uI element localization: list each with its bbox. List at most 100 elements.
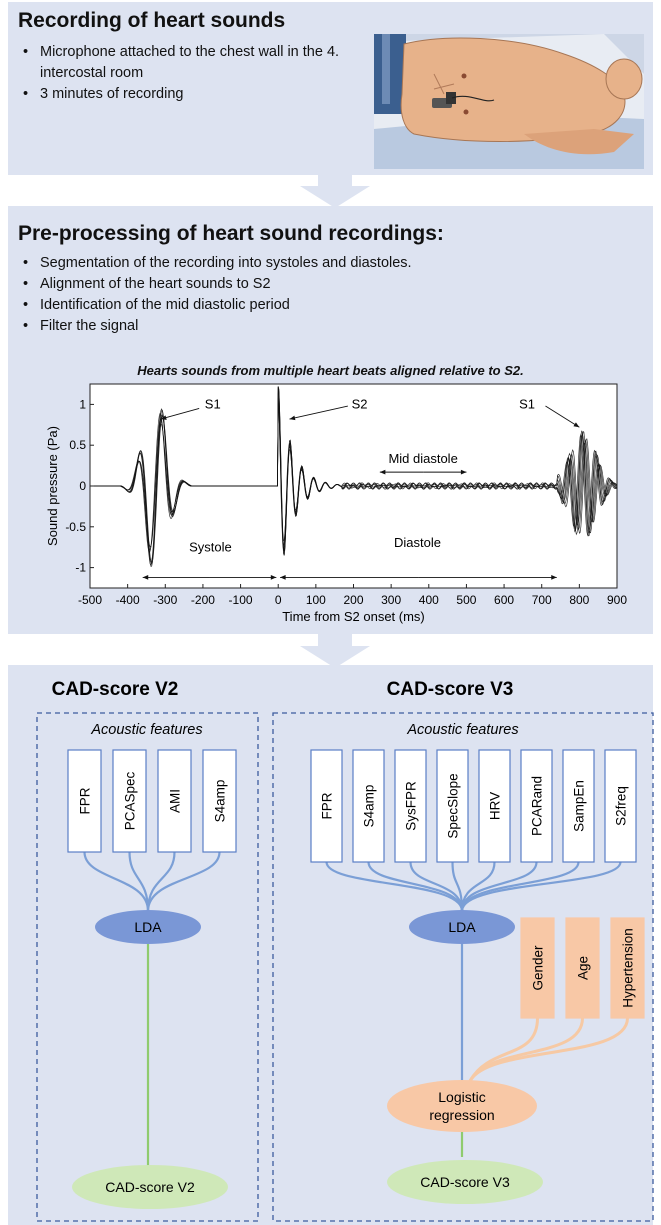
v2-feature-label: S4amp <box>213 780 228 823</box>
v3-feature-label: S2freq <box>614 786 629 826</box>
preprocessing-title: Pre-processing of heart sound recordings… <box>18 222 444 245</box>
logistic-regression-node <box>387 1080 537 1132</box>
y-axis-label: Sound pressure (Pa) <box>45 426 60 546</box>
v2-lda-label: LDA <box>134 919 162 935</box>
clinical-connector <box>468 1017 629 1082</box>
x-tick-label: 400 <box>419 593 439 607</box>
v2-title: CAD-score V2 <box>52 679 179 700</box>
clinical-feature-box <box>610 917 645 1019</box>
y-tick-label: 1 <box>79 397 86 411</box>
v3-feature-label: S4amp <box>362 785 377 828</box>
v3-features-label: Acoustic features <box>406 722 518 738</box>
mid-diastole-arrow-head <box>379 469 386 475</box>
x-tick-label: -300 <box>153 593 177 607</box>
v2-output-node <box>72 1165 228 1209</box>
v2-features-label: Acoustic features <box>90 722 202 738</box>
v3-feature-box <box>520 749 553 863</box>
systole-arrow-head <box>270 575 277 580</box>
clinical-feature-box <box>520 917 555 1019</box>
x-tick-label: 300 <box>381 593 401 607</box>
v3-feature-box <box>562 749 595 863</box>
v3-feature-label: FPR <box>320 792 335 819</box>
v2-connector <box>146 851 176 912</box>
chart-title: Hearts sounds from multiple heart beats … <box>137 363 524 378</box>
y-tick-label: 0.5 <box>69 438 86 452</box>
v3-feature-box <box>310 749 343 863</box>
systole-label: Systole <box>189 539 232 554</box>
v2-feature-box <box>202 749 237 853</box>
v2-connector <box>128 851 150 912</box>
v3-feature-box <box>478 749 511 863</box>
s1-left-label: S1 <box>205 396 221 411</box>
v3-output-label: CAD-score V3 <box>420 1174 510 1190</box>
clinical-feature-label: Hypertension <box>621 928 636 1008</box>
v3-output-node <box>387 1160 543 1204</box>
preprocessing-bullet: Segmentation of the recording into systo… <box>18 253 638 274</box>
v3-connector <box>325 861 464 912</box>
y-tick-label: -1 <box>75 561 86 575</box>
v2-feature-label: PCASpec <box>123 771 138 830</box>
v3-connector <box>460 861 622 912</box>
v2-output-label: CAD-score V2 <box>105 1179 195 1195</box>
recording-bullet: Microphone attached to the chest wall in… <box>18 42 368 84</box>
clinical-feature-label: Gender <box>531 945 546 991</box>
s1-right-arrow <box>545 405 580 428</box>
recording-bullets: Microphone attached to the chest wall in… <box>18 42 368 105</box>
x-tick-label: -100 <box>229 593 253 607</box>
v3-feature-label: SpecSlope <box>446 773 461 838</box>
v3-lda-label: LDA <box>448 919 476 935</box>
v3-feature-box <box>352 749 385 863</box>
flow-arrow-icon <box>300 172 370 208</box>
diastole-label: Diastole <box>394 535 441 550</box>
cad-score-flowchart: CAD-score V2 CAD-score V3 Acoustic featu… <box>36 679 654 1222</box>
v3-feature-label: SysFPR <box>404 781 419 831</box>
preprocessing-bullet: Alignment of the heart sounds to S2 <box>18 274 638 295</box>
v2-feature-box <box>67 749 102 853</box>
clinical-connectors <box>468 1017 629 1082</box>
heart-sound-chart: -500 -400 -300 -200 -100 0 100 200 300 400 500 600 7… <box>45 383 627 624</box>
v2-feature-label: FPR <box>78 787 93 814</box>
x-tick-label: 900 <box>607 593 627 607</box>
clinical-feature-box <box>565 917 600 1019</box>
clinical-feature-label: Age <box>576 956 591 980</box>
s1-left-arrow <box>160 408 200 420</box>
s2-arrow-head <box>289 415 296 421</box>
y-tick-label: 0 <box>79 479 86 493</box>
s2-label: S2 <box>352 396 368 411</box>
x-tick-label: -400 <box>116 593 140 607</box>
v2-feature-connectors <box>83 851 221 912</box>
flow-arrow-icon <box>300 632 370 668</box>
x-tick-label: 800 <box>569 593 589 607</box>
preprocessing-bullets: Segmentation of the recording into systo… <box>18 253 638 337</box>
v2-dashed-box <box>36 712 259 1222</box>
x-axis-label: Time from S2 onset (ms) <box>282 609 425 624</box>
x-tick-label: -500 <box>78 593 102 607</box>
v2-feature-box <box>157 749 192 853</box>
v3-connector <box>367 861 464 912</box>
x-tick-label: -200 <box>191 593 215 607</box>
s1-left-arrow-head <box>160 415 167 420</box>
regression-label-line1: Logistic <box>438 1089 485 1105</box>
systole-arrow-head <box>142 575 149 580</box>
x-tick-label: 600 <box>494 593 514 607</box>
v3-lda-node <box>409 910 515 944</box>
x-tick-label: 200 <box>343 593 363 607</box>
patient-illustration <box>374 34 644 169</box>
diastole-arrow-head <box>280 575 286 580</box>
v3-feature-label: HRV <box>488 792 503 820</box>
v3-title: CAD-score V3 <box>387 679 514 700</box>
v3-connector <box>409 861 464 912</box>
y-tick-label: -0.5 <box>65 520 86 534</box>
x-tick-label: 0 <box>275 593 282 607</box>
x-tick-label: 100 <box>306 593 326 607</box>
preprocessing-bullet: Filter the signal <box>18 316 638 337</box>
recording-title: Recording of heart sounds <box>18 9 286 32</box>
waveform-trace <box>90 392 618 554</box>
v3-feature-connectors <box>325 861 622 912</box>
mid-diastole-arrow-head <box>460 469 467 475</box>
v3-dashed-box <box>272 712 654 1222</box>
s1-right-arrow-head <box>573 422 580 428</box>
preprocessing-bullet: Identification of the mid diastolic peri… <box>18 295 638 316</box>
v3-feature-box <box>394 749 427 863</box>
v2-feature-box <box>112 749 147 853</box>
